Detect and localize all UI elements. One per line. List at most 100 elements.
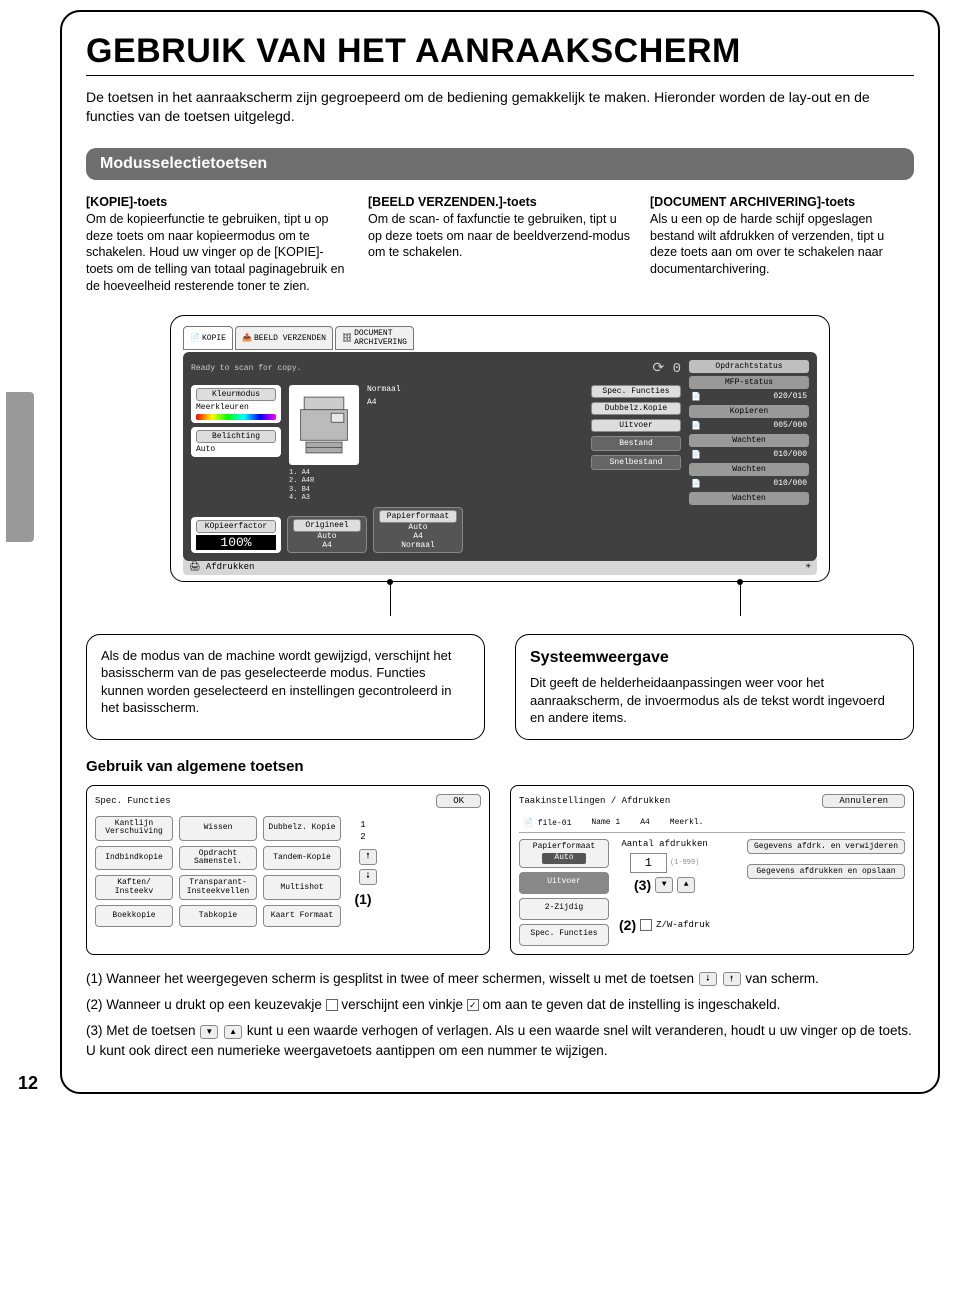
- checkbox-empty[interactable]: [640, 919, 652, 931]
- spec-btn2[interactable]: Spec. Functies: [519, 924, 609, 946]
- job-color: Meerkl.: [670, 818, 704, 828]
- g-btn[interactable]: Multishot: [263, 875, 341, 900]
- aantal-label: Aantal afdrukken: [621, 839, 707, 849]
- box-left-text: Als de modus van de machine wordt gewijz…: [101, 648, 452, 716]
- normaal-label: Normaal: [367, 385, 401, 394]
- modus-columns: [KOPIE]-toets Om de kopieerfunctie te ge…: [86, 194, 914, 295]
- kopieerfactor-value: 100%: [196, 535, 276, 550]
- inc-icon[interactable]: ▲: [677, 877, 695, 893]
- col1-body: Om de kopieerfunctie te gebruiken, tipt …: [86, 212, 345, 294]
- printer-svg: [297, 393, 351, 457]
- g-btn[interactable]: Opdracht Samenstel.: [179, 846, 257, 871]
- gegevens1-btn[interactable]: Gegevens afdrk. en verwijderen: [747, 839, 905, 854]
- dubbelz-btn[interactable]: Dubbelz.Kopie: [591, 402, 681, 415]
- g-btn[interactable]: Wissen: [179, 816, 257, 841]
- kleurmodus-btn[interactable]: Kleurmodus: [196, 388, 276, 401]
- side-tab: [6, 392, 34, 542]
- inc-arrow-icon: ▲: [224, 1025, 242, 1039]
- origineel-btn[interactable]: Origineel: [293, 519, 361, 532]
- taak-panel: Taakinstellingen / Afdrukken Annuleren 📄…: [510, 785, 914, 955]
- note-1: (1) Wanneer het weergegeven scherm is ge…: [86, 969, 914, 989]
- page-indicator: 1 2: [360, 820, 365, 843]
- opdrachtstatus-btn[interactable]: Opdrachtstatus: [689, 360, 809, 373]
- tab-kopie[interactable]: 📄 KOPIE: [183, 326, 233, 350]
- belichting-btn[interactable]: Belichting: [196, 430, 276, 443]
- pf-a4: A4: [379, 532, 457, 541]
- annuleren-button[interactable]: Annuleren: [822, 794, 905, 808]
- mfp-status-btn[interactable]: MFP-status: [689, 376, 809, 389]
- box-right: Systeemweergave Dit geeft de helderheida…: [515, 634, 914, 740]
- belichting-auto: Auto: [196, 445, 276, 454]
- g-btn[interactable]: Transparant-Insteekvellen: [179, 875, 257, 900]
- a4-label: A4: [367, 398, 401, 407]
- papierformaat-btn[interactable]: Papierformaat: [379, 510, 457, 523]
- algemene-heading: Gebruik van algemene toetsen: [86, 758, 914, 775]
- job-row: 📄005/000: [689, 421, 809, 431]
- tab-doc[interactable]: 🗄 DOCUMENTARCHIVERING: [335, 326, 414, 350]
- down-arrow-icon: 🠗: [699, 972, 717, 986]
- tweez-btn[interactable]: 2-Zijdig: [519, 898, 609, 920]
- uitvoer-btn2[interactable]: Uitvoer: [519, 872, 609, 894]
- box-right-text: Dit geeft de helderheidaanpassingen weer…: [530, 675, 885, 725]
- kopieerfactor-btn[interactable]: KOpieerfactor: [196, 520, 276, 533]
- modus-col-kopie: [KOPIE]-toets Om de kopieerfunctie te ge…: [86, 194, 350, 295]
- dec-icon[interactable]: ▼: [655, 877, 673, 893]
- ready-text: Ready to scan for copy.: [191, 364, 301, 373]
- brightness-icon[interactable]: ☀: [806, 562, 811, 572]
- job-status-2[interactable]: Wachten: [689, 463, 809, 476]
- job-status-0[interactable]: Kopieren: [689, 405, 809, 418]
- ts-sidebar: Opdrachtstatus MFP-status 📄020/015 Kopie…: [689, 360, 809, 553]
- page-frame: GEBRUIK VAN HET AANRAAKSCHERM De toetsen…: [60, 10, 940, 1094]
- col3-title: [DOCUMENT ARCHIVERING]-toets: [650, 195, 855, 209]
- g-btn[interactable]: Kaart Formaat: [263, 905, 341, 927]
- printer-icon: [289, 385, 359, 465]
- papierformaat-btn2[interactable]: Papierformaat Auto: [519, 839, 609, 868]
- g-btn[interactable]: Kaften/ Insteekv: [95, 875, 173, 900]
- job-status-1[interactable]: Wachten: [689, 434, 809, 447]
- origineel-auto: Auto: [293, 532, 361, 541]
- g-btn[interactable]: Indbindkopie: [95, 846, 173, 871]
- zw-label: Z/W-afdruk: [656, 920, 710, 930]
- ts-bottom: 🖨 Afdrukken ☀: [183, 559, 817, 575]
- g-btn[interactable]: Boekkopie: [95, 905, 173, 927]
- g-btn[interactable]: Tabkopie: [179, 905, 257, 927]
- origineel-panel[interactable]: Origineel Auto A4: [287, 516, 367, 553]
- origineel-a4: A4: [293, 541, 361, 550]
- kopieerfactor-panel[interactable]: KOpieerfactor 100%: [191, 517, 281, 553]
- spec-functies-panel: Spec. Functies OK Kantlijn Verschuiving …: [86, 785, 490, 955]
- gegevens2-btn[interactable]: Gegevens afdrukken en opslaan: [747, 864, 905, 879]
- marker-2: (2): [619, 917, 636, 933]
- g-btn[interactable]: Kantlijn Verschuiving: [95, 816, 173, 841]
- tab-beeld-label: BEELD VERZENDEN: [254, 334, 326, 343]
- job-row: 📄010/000: [689, 450, 809, 460]
- marker-3: (3): [634, 877, 651, 893]
- tab-beeld[interactable]: 📤 BEELD VERZENDEN: [235, 326, 333, 350]
- job-name: Name 1: [591, 818, 620, 828]
- uitvoer-btn[interactable]: Uitvoer: [591, 419, 681, 432]
- meerkleuren-label: Meerkleuren: [196, 403, 276, 412]
- notes: (1) Wanneer het weergegeven scherm is ge…: [86, 969, 914, 1062]
- count-range: (1-999): [670, 859, 699, 867]
- scroll-down-icon[interactable]: 🠗: [359, 869, 377, 885]
- systeemweergave-title: Systeemweergave: [530, 647, 899, 669]
- afdrukken-label: 🖨 Afdrukken: [189, 562, 254, 572]
- g-btn[interactable]: Tandem-Kopie: [263, 846, 341, 871]
- modus-header: Modusselectietoetsen: [86, 148, 914, 180]
- count-value[interactable]: 1: [630, 853, 667, 873]
- counter: ⟳ 0: [652, 360, 681, 377]
- job-status-3[interactable]: Wachten: [689, 492, 809, 505]
- page-number: 12: [18, 1073, 38, 1094]
- kleurmodus-panel[interactable]: Kleurmodus Meerkleuren: [191, 385, 281, 423]
- intro-text: De toetsen in het aanraakscherm zijn geg…: [86, 88, 914, 126]
- bestand-btn[interactable]: Bestand: [591, 436, 681, 451]
- belichting-panel[interactable]: Belichting Auto: [191, 427, 281, 457]
- checkbox-icon: [326, 999, 338, 1011]
- page-title: GEBRUIK VAN HET AANRAAKSCHERM: [86, 32, 914, 76]
- ok-button[interactable]: OK: [436, 794, 481, 808]
- snelbestand-btn[interactable]: Snelbestand: [591, 455, 681, 470]
- spec-functies-btn[interactable]: Spec. Functies: [591, 385, 681, 398]
- modus-col-beeld: [BEELD VERZENDEN.]-toets Om de scan- of …: [368, 194, 632, 295]
- scroll-up-icon[interactable]: 🠕: [359, 849, 377, 865]
- g-btn[interactable]: Dubbelz. Kopie: [263, 816, 341, 841]
- papierformaat-panel[interactable]: Papierformaat Auto A4 Normaal: [373, 507, 463, 553]
